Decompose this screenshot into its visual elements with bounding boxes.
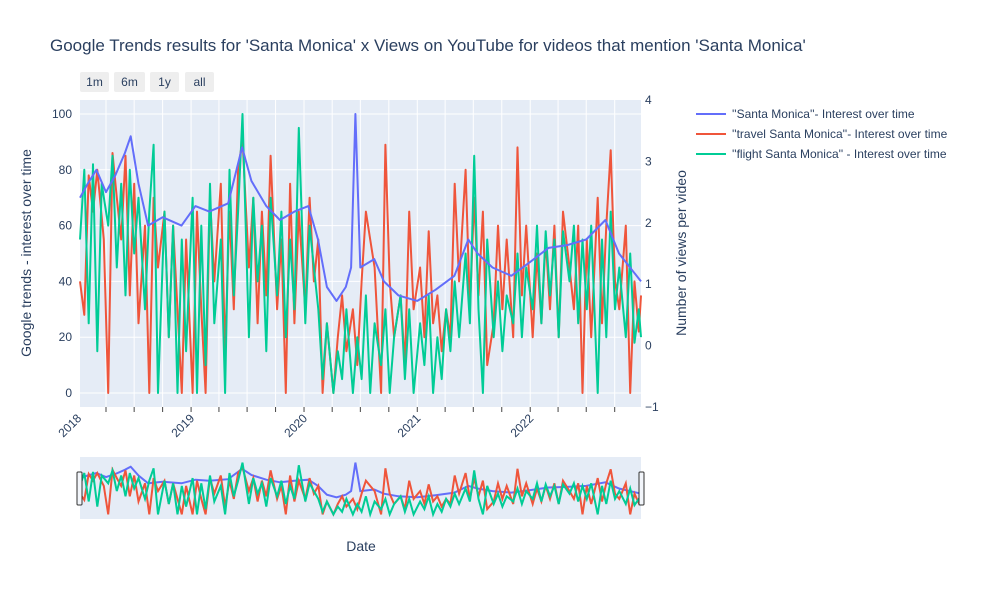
y-tick-label: 20 (59, 330, 73, 344)
y-tick-label: 80 (59, 163, 73, 177)
range-slider-series (79, 462, 642, 519)
legend-label: ''flight Santa Monica'' - Interest over … (732, 147, 947, 161)
range-button-all[interactable]: all (185, 72, 214, 92)
x-axis-title: Date (346, 538, 376, 554)
x-tick-label: 2021 (395, 411, 424, 440)
y2-tick-label: −1 (645, 400, 659, 414)
range-button-bg (185, 72, 214, 92)
range-button-bg (114, 72, 145, 92)
legend-item-2[interactable]: ''flight Santa Monica'' - Interest over … (696, 147, 947, 161)
x-axis[interactable]: 2018 2019 2020 2021 2022 (55, 407, 616, 440)
y2-tick-label: 3 (645, 154, 652, 168)
range-button-label: 6m (121, 75, 138, 89)
slider-series-line-2 (79, 462, 642, 519)
legend-label: ''travel Santa Monica''- Interest over t… (732, 127, 948, 141)
y2-tick-label: 1 (645, 277, 652, 291)
y-tick-label: 60 (59, 219, 73, 233)
x-tick-label: 2019 (168, 411, 197, 440)
chart-title: Google Trends results for 'Santa Monica'… (50, 36, 806, 55)
y-axis-title: Google trends - interest over time (18, 149, 34, 357)
x-tick-label: 2022 (508, 411, 537, 440)
series-layer (79, 113, 642, 394)
y-tick-label: 0 (65, 386, 72, 400)
series-line-2 (79, 113, 642, 394)
range-button-label: all (193, 75, 205, 89)
range-button-1m[interactable]: 1m (80, 72, 109, 92)
range-button-1y[interactable]: 1y (150, 72, 179, 92)
y2-axis-title: Number of views per video (673, 170, 689, 336)
y2-axis: −1 0 1 2 3 4 (645, 93, 659, 414)
legend[interactable]: ''Santa Monica''- Interest over time ''tr… (696, 107, 948, 161)
range-slider[interactable] (76, 457, 645, 519)
legend-item-1[interactable]: ''travel Santa Monica''- Interest over t… (696, 127, 948, 141)
y-axis: 0 20 40 60 80 100 (52, 107, 72, 400)
y2-tick-label: 0 (645, 339, 652, 353)
range-button-label: 1m (86, 75, 103, 89)
x-tick-label: 2020 (281, 411, 310, 440)
range-button-label: 1y (158, 75, 171, 89)
series-line-0 (79, 113, 642, 302)
range-selector: 1m 6m 1y all (80, 72, 214, 92)
legend-item-0[interactable]: ''Santa Monica''- Interest over time (696, 107, 915, 121)
y-tick-label: 40 (59, 274, 73, 288)
range-button-6m[interactable]: 6m (114, 72, 145, 92)
legend-label: ''Santa Monica''- Interest over time (732, 107, 915, 121)
y2-tick-label: 4 (645, 93, 652, 107)
y2-tick-label: 2 (645, 216, 652, 230)
y-tick-label: 100 (52, 107, 72, 121)
range-button-bg (150, 72, 179, 92)
range-slider-left-handle[interactable] (76, 471, 83, 506)
range-button-bg (80, 72, 109, 92)
range-slider-right-handle[interactable] (638, 471, 645, 506)
x-tick-label: 2018 (55, 411, 84, 440)
